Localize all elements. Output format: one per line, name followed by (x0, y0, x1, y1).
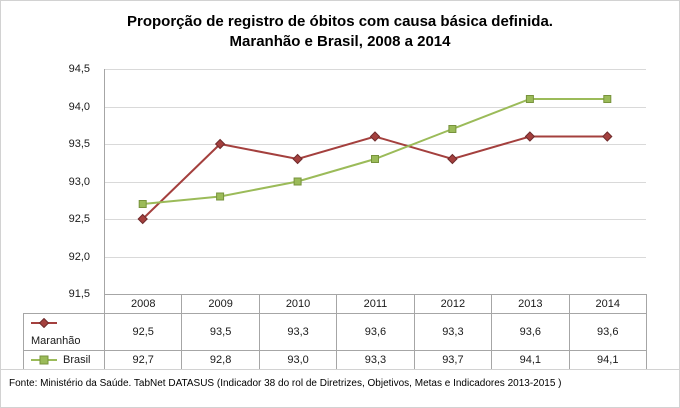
chart-title-line2: Maranhão e Brasil, 2008 a 2014 (229, 33, 451, 50)
y-axis: 94,5 94,0 93,5 93,0 92,5 92,0 91,5 (1, 1, 98, 407)
value-cell: 94,1 (491, 350, 570, 371)
maranhao-legend-marker-icon (31, 318, 57, 329)
year-cell: 2008 (103, 294, 183, 314)
chart-title-line1: Proporção de registro de óbitos com caus… (127, 13, 553, 30)
legend-cell-maranhao: Maranhão (23, 312, 105, 352)
value-cell: 93,6 (568, 312, 647, 352)
table-header-row: 2008 2009 2010 2011 2012 2013 2014 (24, 294, 647, 314)
table-row: Brasil 92,7 92,8 93,0 93,3 93,7 94,1 94,1 (23, 350, 647, 371)
plot-area (104, 69, 646, 294)
value-cell: 93,3 (336, 350, 415, 371)
brasil-marker (293, 177, 302, 186)
y-axis-label: 92,5 (68, 213, 90, 225)
brasil-marker (448, 125, 457, 133)
data-table: 2008 2009 2010 2011 2012 2013 2014 Maranhão 92,5… (23, 294, 647, 371)
brasil-legend-marker-icon (31, 355, 57, 365)
brasil-marker (138, 200, 147, 208)
maranhao-marker (447, 153, 458, 165)
year-cell: 2012 (413, 294, 493, 314)
y-axis-label: 94,5 (68, 63, 90, 75)
series-brasil (138, 95, 612, 208)
maranhao-marker (214, 138, 226, 150)
y-axis-label: 94,0 (68, 100, 90, 113)
brasil-marker (525, 95, 534, 103)
value-cell: 93,7 (413, 350, 493, 371)
value-cell: 92,8 (181, 350, 260, 371)
brasil-marker (371, 155, 379, 163)
value-cell: 93,0 (258, 350, 338, 371)
value-cell: 93,3 (413, 312, 493, 352)
value-cell: 93,6 (491, 312, 570, 352)
maranhao-marker (292, 153, 303, 165)
brasil-marker (603, 95, 612, 103)
source-note: Fonte: Ministério da Saúde. TabNet DATAS… (1, 369, 679, 407)
series-name: Brasil (63, 354, 91, 367)
series-name: Maranhão (31, 335, 81, 348)
value-cell: 93,6 (336, 312, 415, 352)
value-cell: 92,5 (103, 312, 183, 352)
y-axis-label: 93,5 (68, 138, 90, 150)
year-cell: 2009 (181, 294, 260, 314)
legend-cell-brasil: Brasil (23, 350, 105, 371)
y-axis-label: 92,0 (68, 250, 90, 263)
value-cell: 93,5 (181, 312, 260, 352)
series-maranhao (137, 131, 613, 225)
year-cell: 2014 (568, 294, 647, 314)
maranhao-marker (137, 213, 148, 225)
y-axis-label: 93,0 (68, 175, 90, 188)
brasil-marker (216, 192, 225, 201)
table-row: Maranhão 92,5 93,5 93,3 93,6 93,3 93,6 93,6 (23, 312, 647, 352)
maranhao-marker (369, 131, 381, 142)
maranhao-marker (524, 131, 536, 142)
maranhao-line (142, 135, 608, 220)
year-cell: 2010 (258, 294, 338, 314)
value-cell: 92,7 (103, 350, 183, 371)
value-cell: 93,3 (258, 312, 338, 352)
y-axis-label: 91,5 (68, 288, 90, 300)
chart-plot-svg (104, 69, 646, 294)
maranhao-marker (602, 131, 613, 142)
year-cell: 2013 (491, 294, 570, 314)
table-corner-cell (24, 295, 105, 314)
year-cell: 2011 (336, 294, 415, 314)
chart-title: Proporção de registro de óbitos com caus… (1, 12, 679, 52)
value-cell: 94,1 (568, 350, 647, 371)
